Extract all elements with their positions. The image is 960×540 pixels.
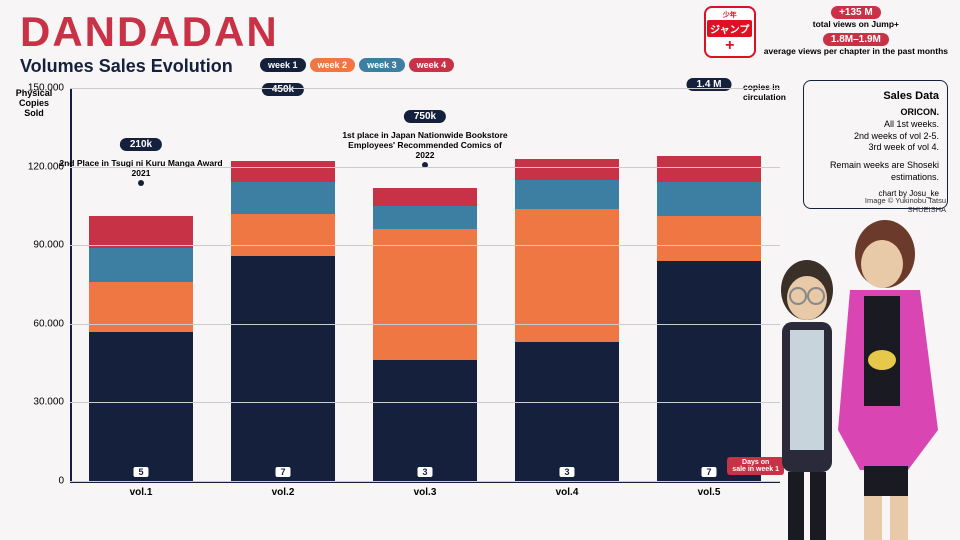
x-label: vol.1 [130, 487, 153, 498]
y-tick: 0 [58, 476, 70, 487]
seg-week4 [515, 159, 619, 180]
gridline [70, 324, 780, 325]
annotation-note: 1st place in Japan Nationwide Bookstore … [340, 130, 510, 170]
bar-vol.4: 3vol.4 [515, 159, 619, 481]
y-tick: 90.000 [33, 240, 70, 251]
seg-week4 [373, 188, 477, 206]
stat-text-views: total views on Jump+ [764, 19, 948, 29]
y-tick: 120.000 [28, 161, 70, 172]
sales-data-box: Sales Data ORICON. All 1st weeks. 2nd we… [803, 80, 948, 209]
seg-week4 [657, 156, 761, 182]
days-on-sale: 7 [700, 466, 717, 478]
seg-week4 [89, 216, 193, 247]
bar-vol.5: 7vol.51.4 Mcopies in circulation [657, 156, 761, 481]
stat-pill-avg: 1.8M–1.9M [823, 33, 889, 46]
bar-vol.3: 3vol.3750k1st place in Japan Nationwide … [373, 188, 477, 481]
legend-week4: week 4 [409, 58, 455, 72]
circulation-badge: 750k [404, 110, 446, 123]
seg-week2 [657, 216, 761, 261]
circulation-badge: 450k [262, 83, 304, 96]
days-on-sale: 7 [274, 466, 291, 478]
days-on-sale: 5 [132, 466, 149, 478]
stat-text-avg: average views per chapter in the past mo… [764, 46, 948, 56]
seg-week3 [373, 206, 477, 230]
seg-week3 [89, 248, 193, 282]
sales-line: 2nd weeks of vol 2-5. [812, 131, 939, 143]
seg-week1 [373, 360, 477, 481]
seg-week1 [89, 332, 193, 481]
seg-week2 [373, 229, 477, 360]
legend-week1: week 1 [260, 58, 306, 72]
stat-pill-views: +135 M [831, 6, 881, 19]
seg-week3 [231, 182, 335, 213]
x-label: vol.4 [556, 487, 579, 498]
seg-week2 [231, 214, 335, 256]
x-label: vol.2 [272, 487, 295, 498]
days-on-sale: 3 [558, 466, 575, 478]
legend: week 1 week 2 week 3 week 4 [260, 58, 454, 72]
bar-vol.2: 7vol.2450k [231, 161, 335, 481]
x-label: vol.3 [414, 487, 437, 498]
seg-week1 [657, 261, 761, 481]
chart-area: 5vol.1210k2nd Place in Tsugi ni Kuru Man… [70, 88, 780, 503]
gridline [70, 245, 780, 246]
jump-plus-logo: 少年 ジャンプ + [704, 6, 756, 58]
circulation-label: copies in circulation [743, 82, 786, 102]
gridline [70, 88, 780, 89]
legend-week2: week 2 [310, 58, 356, 72]
seg-week4 [231, 161, 335, 182]
y-tick: 30.000 [33, 397, 70, 408]
seg-week3 [515, 180, 619, 209]
seg-week1 [231, 256, 335, 481]
x-label: vol.5 [698, 487, 721, 498]
legend-week3: week 3 [359, 58, 405, 72]
sales-heading: Sales Data [812, 89, 939, 103]
chart-title: DANDADAN [20, 8, 279, 56]
sales-line: Remain weeks are Shoseki estimations. [812, 160, 939, 183]
bar-vol.1: 5vol.1210k2nd Place in Tsugi ni Kuru Man… [89, 216, 193, 481]
sales-line: ORICON. [812, 107, 939, 119]
y-tick: 150.000 [28, 83, 70, 94]
y-tick: 60.000 [33, 318, 70, 329]
chart-subtitle: Volumes Sales Evolution [20, 56, 233, 77]
character-right [820, 210, 960, 540]
top-right-stats: 少年 ジャンプ + +135 M total views on Jump+ 1.… [704, 6, 948, 58]
circulation-badge: 1.4 M [686, 78, 731, 91]
seg-week1 [515, 342, 619, 481]
gridline [70, 167, 780, 168]
gridline [70, 481, 780, 482]
seg-week2 [515, 209, 619, 343]
seg-week3 [657, 182, 761, 216]
days-on-sale: 3 [416, 466, 433, 478]
sales-line: 3rd week of vol 4. [812, 142, 939, 154]
gridline [70, 402, 780, 403]
annotation-note: 2nd Place in Tsugi ni Kuru Manga Award 2… [56, 158, 226, 188]
circulation-badge: 210k [120, 138, 162, 151]
bars-container: 5vol.1210k2nd Place in Tsugi ni Kuru Man… [70, 88, 780, 481]
sales-line: All 1st weeks. [812, 119, 939, 131]
